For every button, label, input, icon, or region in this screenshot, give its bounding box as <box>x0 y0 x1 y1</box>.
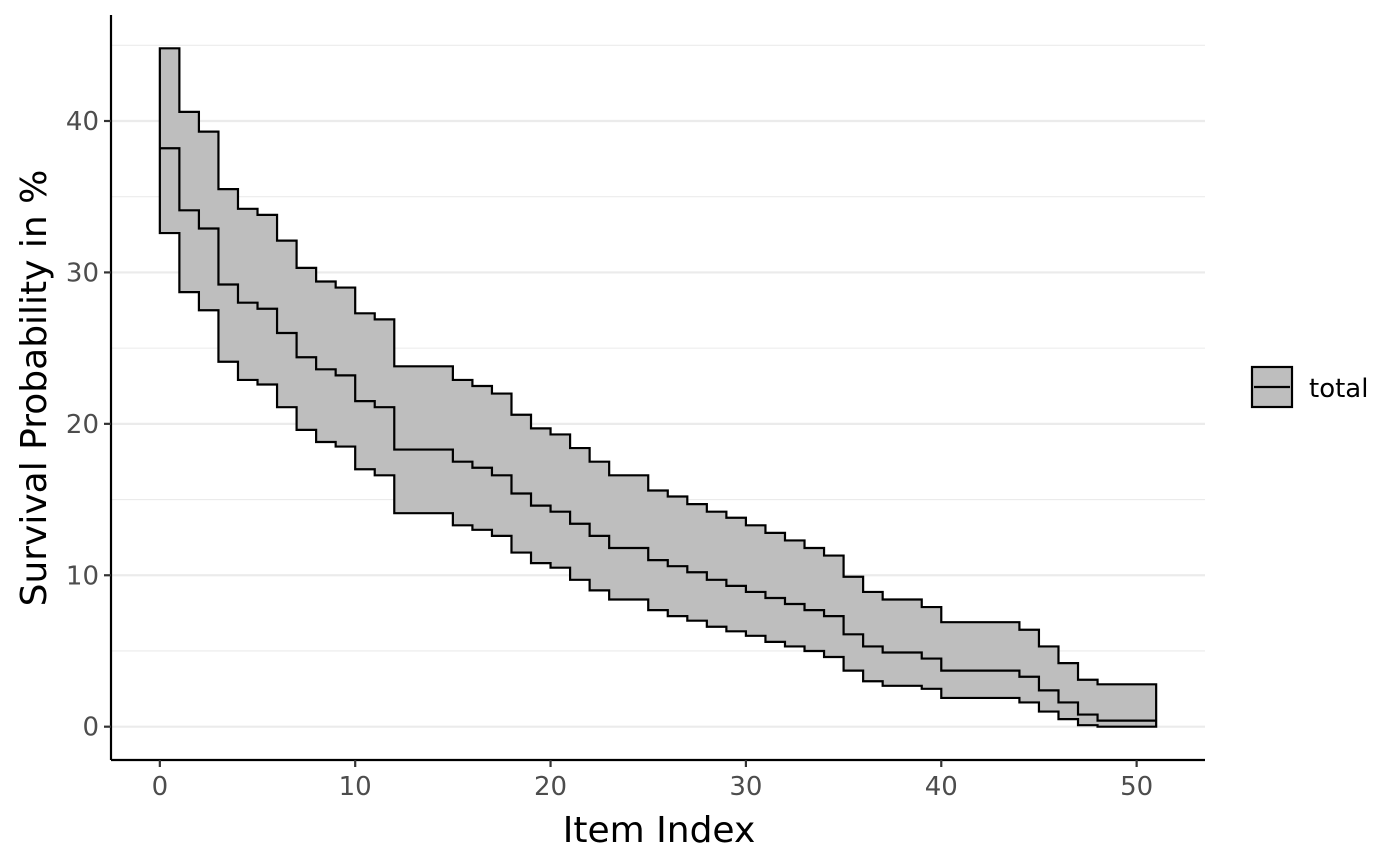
survival-step-line-total <box>159 147 1157 722</box>
legend-label-total: total <box>1309 374 1368 404</box>
legend: total <box>1250 365 1368 409</box>
y-tick-label: 30 <box>66 258 99 288</box>
plot-area <box>158 47 1158 728</box>
x-tick-label: 20 <box>534 772 567 802</box>
x-tick-label: 10 <box>339 772 372 802</box>
y-axis-title: Survival Probability in % <box>14 170 55 607</box>
x-tick-label: 0 <box>152 772 169 802</box>
x-tick-label: 40 <box>925 772 958 802</box>
x-tick-label: 30 <box>729 772 762 802</box>
x-axis-title: Item Index <box>563 810 756 851</box>
grid-lines <box>111 44 1205 728</box>
y-tick-label: 20 <box>66 410 99 440</box>
y-tick-label: 40 <box>66 107 99 137</box>
y-tick-label: 0 <box>82 713 99 743</box>
x-tick-label: 50 <box>1120 772 1153 802</box>
axes: 0 10 20 30 40 50 0 10 20 30 40 <box>66 15 1205 802</box>
y-tick-label: 10 <box>66 561 99 591</box>
confidence-ribbon-total <box>158 47 1158 728</box>
